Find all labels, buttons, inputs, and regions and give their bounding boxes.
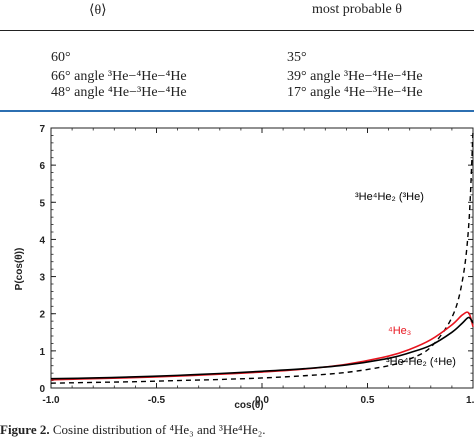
row3-probable: 17° angle ⁴He−³He−⁴He [287, 85, 423, 100]
row3-mean: 48° angle ⁴He−³He−⁴He [51, 85, 187, 100]
row1-probable: 35° [287, 50, 307, 65]
table-header-rule [0, 30, 474, 31]
y-tick-label: 2 [39, 310, 45, 321]
series-3he4he2-4he [50, 316, 474, 380]
y-tick-label: 1 [39, 347, 45, 358]
x-axis-label: cos(θ) [234, 400, 263, 411]
figure-caption: Figure 2. Cosine distribution of ⁴He₃ an… [0, 422, 474, 444]
cosine-distribution-chart: -1.0 -0.5 0.0 0.5 1.0 0 1 2 3 4 5 6 7 cos(θ) P(cos(θ… [14, 124, 474, 411]
caption-label: Figure 2. [0, 422, 50, 437]
row2-mean: 66° angle ³He−⁴He−⁴He [51, 69, 187, 84]
x-tick-label: -0.5 [148, 395, 166, 406]
series-4he3 [50, 311, 474, 381]
y-tick-label: 7 [39, 124, 45, 135]
x-tick-label: 0.5 [361, 395, 375, 406]
y-tick-label: 6 [39, 161, 45, 172]
x-tick-label: -1.0 [42, 395, 60, 406]
y-tick-label: 3 [39, 273, 45, 284]
annotation-3he4he2-3he: ³He⁴He₂ (³He) [355, 191, 424, 203]
header-most-probable-theta: most probable θ [312, 2, 402, 17]
axis-ticks: -1.0 -0.5 0.0 0.5 1.0 0 1 2 3 4 5 6 7 [39, 124, 474, 406]
series-3he4he2-3he [50, 131, 474, 384]
series-layer [50, 131, 474, 384]
y-axis-label: P(cos(θ)) [14, 248, 25, 291]
annotation-3he4he2-4he: ³He⁴He₂ (⁴He) [386, 356, 456, 368]
y-tick-label: 5 [39, 198, 45, 209]
x-tick-label: 0.0 [255, 395, 269, 406]
header-mean-theta: ⟨θ⟩ [89, 3, 107, 18]
annotation-4he3: ⁴He₃ [388, 325, 411, 337]
caption-text: Cosine distribution of ⁴He₃ and ³He⁴He₂. [49, 422, 266, 437]
y-tick-label: 0 [39, 384, 45, 395]
y-tick-label: 4 [39, 235, 45, 246]
row2-probable: 39° angle ³He−⁴He−⁴He [287, 69, 423, 84]
x-tick-label: 1.0 [466, 395, 474, 406]
results-table: ⟨θ⟩ most probable θ 60° 35° 66° angle ³H… [0, 0, 474, 120]
table-bottom-rule [0, 110, 474, 112]
row1-mean: 60° [51, 50, 71, 65]
